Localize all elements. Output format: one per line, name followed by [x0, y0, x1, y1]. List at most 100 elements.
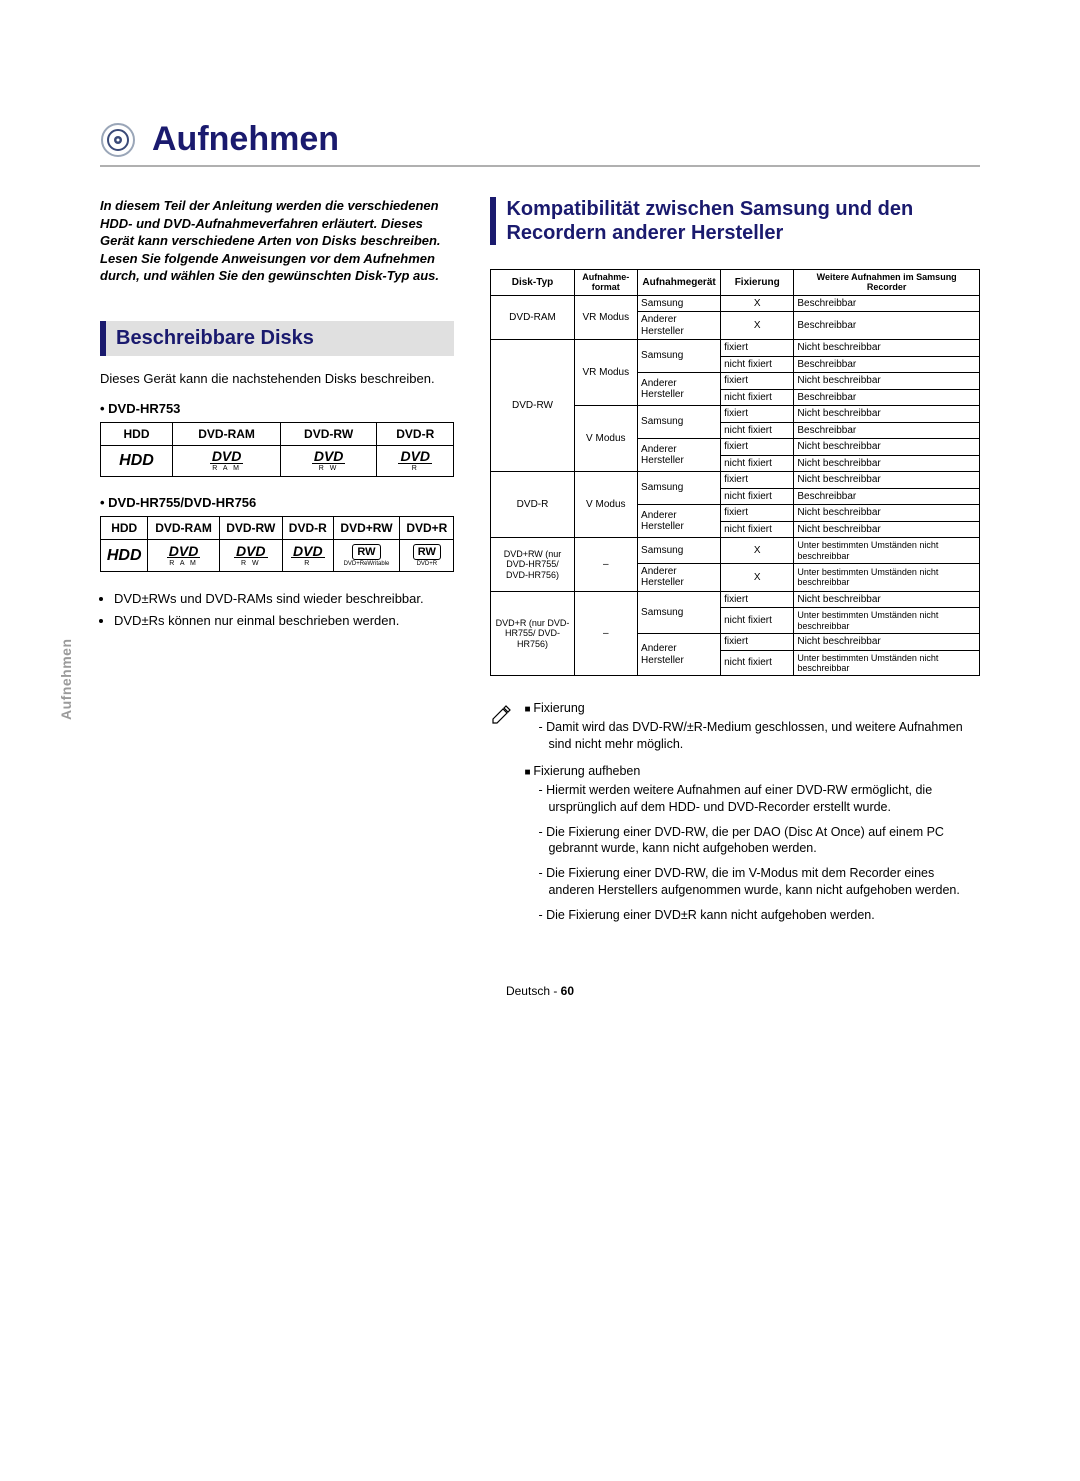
compat-table: Disk-Typ Aufnahme-format Aufnahmegerät F… [490, 269, 980, 676]
c-res: Nicht beschreibbar [794, 521, 980, 538]
dvd-pr-logo: RWDVD+R [400, 540, 454, 572]
c-fmt: VR Modus [574, 295, 638, 340]
note-fix-head: Fixierung [533, 701, 584, 715]
t1h2: DVD-RW [281, 423, 377, 446]
footer: Deutsch - 60 [100, 984, 980, 998]
c-res: Unter bestimmten Umständen nicht beschre… [794, 650, 980, 676]
pencil-note-icon [490, 702, 514, 726]
footer-page: 60 [561, 984, 574, 998]
ch4: Weitere Aufnahmen im Samsung Recorder [794, 270, 980, 296]
c-res: Nicht beschreibbar [794, 634, 980, 651]
c-fmt: V Modus [574, 406, 638, 472]
c-res: Beschreibbar [794, 488, 980, 505]
hdd-logo: HDD [101, 446, 173, 477]
c-res: Beschreibbar [794, 422, 980, 439]
c-res: Nicht beschreibbar [794, 340, 980, 357]
c-fix: nicht fixiert [721, 650, 794, 676]
dvd-rw-logo-2: DVDR W [219, 540, 282, 572]
c-dev: Samsung [638, 295, 721, 312]
disk-table-1: HDD DVD-RAM DVD-RW DVD-R HDD DVDR A M DV… [100, 422, 454, 477]
section-beschreibbare: Beschreibbare Disks [100, 321, 454, 356]
bullet-0: DVD±RWs und DVD-RAMs sind wieder beschre… [114, 590, 454, 608]
c-fix: nicht fixiert [721, 356, 794, 373]
c-fix: nicht fixiert [721, 422, 794, 439]
model2-head: • DVD-HR755/DVD-HR756 [100, 495, 454, 510]
c-disk: DVD-R [491, 472, 574, 538]
c-fix: nicht fixiert [721, 455, 794, 472]
left-lead: Dieses Gerät kann die nachstehenden Disk… [100, 370, 454, 388]
dvd-r-logo-2: DVDR [282, 540, 333, 572]
c-dev: Anderer Hersteller [638, 439, 721, 472]
note-auf-2: Die Fixierung einer DVD-RW, die im V-Mod… [538, 865, 980, 899]
ch3: Fixierung [721, 270, 794, 296]
note-fixierung: Fixierung Damit wird das DVD-RW/±R-Mediu… [524, 700, 980, 753]
c-fix: fixiert [721, 634, 794, 651]
c-disk: DVD+R (nur DVD-HR755/ DVD-HR756) [491, 591, 574, 675]
c-fmt: – [574, 538, 638, 592]
c-fix: X [721, 563, 794, 591]
c-res: Nicht beschreibbar [794, 455, 980, 472]
note-auf-0: Hiermit werden weitere Aufnahmen auf ein… [538, 782, 980, 816]
dvd-ram-logo-2: DVDR A M [148, 540, 219, 572]
ch1: Aufnahme-format [574, 270, 638, 296]
c-res: Beschreibbar [794, 295, 980, 312]
t2h5: DVD+R [400, 517, 454, 540]
dvd-ram-logo: DVDR A M [172, 446, 280, 477]
c-res: Nicht beschreibbar [794, 505, 980, 522]
c-dev: Anderer Hersteller [638, 634, 721, 676]
c-fix: nicht fixiert [721, 488, 794, 505]
note-fix-0: Damit wird das DVD-RW/±R-Medium geschlos… [538, 719, 980, 753]
c-disk: DVD-RAM [491, 295, 574, 340]
left-column: In diesem Teil der Anleitung werden die … [100, 197, 454, 934]
hdd-logo-2: HDD [101, 540, 148, 572]
c-res: Beschreibbar [794, 389, 980, 406]
c-fix: nicht fixiert [721, 389, 794, 406]
c-dev: Samsung [638, 406, 721, 439]
c-fix: X [721, 295, 794, 312]
t2h1: DVD-RAM [148, 517, 219, 540]
notes-block: Fixierung Damit wird das DVD-RW/±R-Mediu… [490, 700, 980, 934]
disk-table-2: HDD DVD-RAM DVD-RW DVD-R DVD+RW DVD+R HD… [100, 516, 454, 572]
bullet-1: DVD±Rs können nur einmal beschrieben wer… [114, 612, 454, 630]
c-fix: nicht fixiert [721, 521, 794, 538]
c-res: Unter bestimmten Umständen nicht beschre… [794, 538, 980, 564]
c-disk: DVD-RW [491, 340, 574, 472]
t1h3: DVD-R [377, 423, 454, 446]
page-title: Aufnehmen [152, 120, 339, 159]
c-dev: Anderer Hersteller [638, 505, 721, 538]
c-res: Nicht beschreibbar [794, 472, 980, 489]
ch0: Disk-Typ [491, 270, 574, 296]
c-fix: fixiert [721, 591, 794, 608]
t2h2: DVD-RW [219, 517, 282, 540]
c-dev: Anderer Hersteller [638, 373, 721, 406]
title-row: Aufnehmen [100, 120, 980, 167]
c-fmt: V Modus [574, 472, 638, 538]
c-fmt: VR Modus [574, 340, 638, 406]
c-fix: X [721, 312, 794, 340]
t2h4: DVD+RW [333, 517, 399, 540]
disc-icon [100, 122, 136, 158]
c-fix: X [721, 538, 794, 564]
note-aufheben: Fixierung aufheben Hiermit werden weiter… [524, 763, 980, 924]
c-fix: fixiert [721, 472, 794, 489]
c-fix: fixiert [721, 406, 794, 423]
c-dev: Anderer Hersteller [638, 312, 721, 340]
dvd-rw-logo: DVDR W [281, 446, 377, 477]
c-fix: fixiert [721, 505, 794, 522]
right-column: Kompatibilität zwischen Samsung und den … [490, 197, 980, 934]
t1h1: DVD-RAM [172, 423, 280, 446]
c-res: Unter bestimmten Umständen nicht beschre… [794, 608, 980, 634]
c-dev: Anderer Hersteller [638, 563, 721, 591]
c-fmt: – [574, 591, 638, 675]
c-dev: Samsung [638, 340, 721, 373]
section-kompat: Kompatibilität zwischen Samsung und den … [490, 197, 980, 245]
ch2: Aufnahmegerät [638, 270, 721, 296]
c-res: Beschreibbar [794, 356, 980, 373]
note-auf-head: Fixierung aufheben [533, 764, 640, 778]
footer-lang: Deutsch [506, 984, 550, 998]
t2h3: DVD-R [282, 517, 333, 540]
c-dev: Samsung [638, 591, 721, 633]
c-res: Nicht beschreibbar [794, 373, 980, 390]
dvd-r-logo: DVDR [377, 446, 454, 477]
c-res: Nicht beschreibbar [794, 439, 980, 456]
